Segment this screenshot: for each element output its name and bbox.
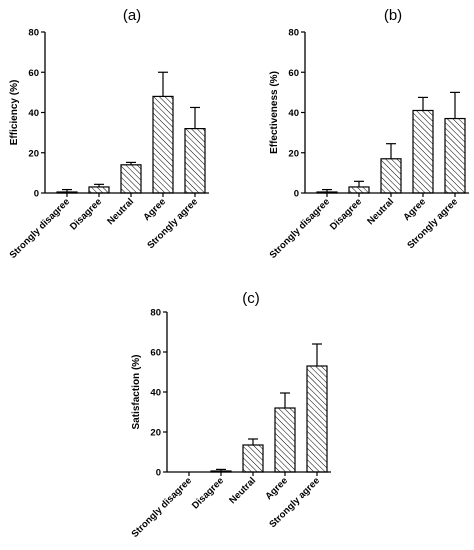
bar xyxy=(444,117,466,194)
y-tick-label: 40 xyxy=(288,108,299,119)
bar xyxy=(88,186,110,194)
bar xyxy=(184,128,206,194)
chart-panel-c: (c) Satisfaction (%) 0 20 40 60 80 Strongly … xyxy=(130,290,331,540)
y-tick-label: 80 xyxy=(288,28,299,39)
x-tick-label: Agree xyxy=(141,196,168,223)
chart-panel-b: (b) Effectiveness (%) 0 20 40 60 80 Strongly… xyxy=(268,7,469,261)
bar xyxy=(412,109,434,194)
bar xyxy=(316,191,338,194)
bar xyxy=(210,470,232,473)
x-tick-label: Disagree xyxy=(68,196,104,232)
y-tick-label: 40 xyxy=(28,108,39,119)
x-tick-label: Neutral xyxy=(227,475,258,506)
x-tick-label: Agree xyxy=(401,196,428,223)
bar xyxy=(348,186,370,194)
y-tick-label: 60 xyxy=(28,68,39,79)
panel-label: (c) xyxy=(242,290,260,307)
y-tick-label: 20 xyxy=(150,428,161,439)
y-tick-label: 20 xyxy=(28,148,39,159)
bars xyxy=(210,343,328,473)
chart-panel-a: (a) Efficiency (%) 0 20 40 60 80 Strongly di… xyxy=(8,7,209,261)
y-axis-label: Effectiveness (%) xyxy=(269,71,280,154)
x-tick-label: Strongly disagree xyxy=(8,196,73,261)
y-tick-label: 0 xyxy=(294,189,299,200)
panel-label: (a) xyxy=(123,7,141,24)
y-axis: 0 20 40 60 80 xyxy=(28,28,209,200)
x-tick-label: Disagree xyxy=(328,196,364,232)
y-tick-label: 0 xyxy=(156,468,161,479)
y-axis: 0 20 40 60 80 xyxy=(150,308,331,479)
x-tick-label: Neutral xyxy=(365,196,396,227)
x-tick-label: Agree xyxy=(263,475,290,502)
y-axis: 0 20 40 60 80 xyxy=(288,28,469,200)
y-tick-label: 80 xyxy=(28,28,39,39)
y-tick-label: 0 xyxy=(34,189,39,200)
bar xyxy=(274,407,296,473)
y-tick-label: 40 xyxy=(150,388,161,399)
bar xyxy=(306,365,328,473)
y-tick-label: 60 xyxy=(150,348,161,359)
bar xyxy=(152,95,174,194)
x-tick-label: Disagree xyxy=(190,475,226,511)
y-tick-label: 60 xyxy=(288,68,299,79)
panel-label: (b) xyxy=(384,7,402,24)
bar xyxy=(56,191,78,194)
y-axis-label: Efficiency (%) xyxy=(9,80,20,146)
x-tick-label: Neutral xyxy=(105,196,136,227)
x-tick-label: Strongly disagree xyxy=(130,475,195,540)
bar xyxy=(242,444,264,473)
bars xyxy=(316,91,466,194)
y-axis-label: Satisfaction (%) xyxy=(131,354,142,429)
y-tick-label: 20 xyxy=(288,148,299,159)
bar xyxy=(120,164,142,194)
bars xyxy=(56,71,206,194)
y-tick-label: 80 xyxy=(150,308,161,319)
x-tick-label: Strongly disagree xyxy=(268,196,333,261)
bar xyxy=(380,158,402,194)
